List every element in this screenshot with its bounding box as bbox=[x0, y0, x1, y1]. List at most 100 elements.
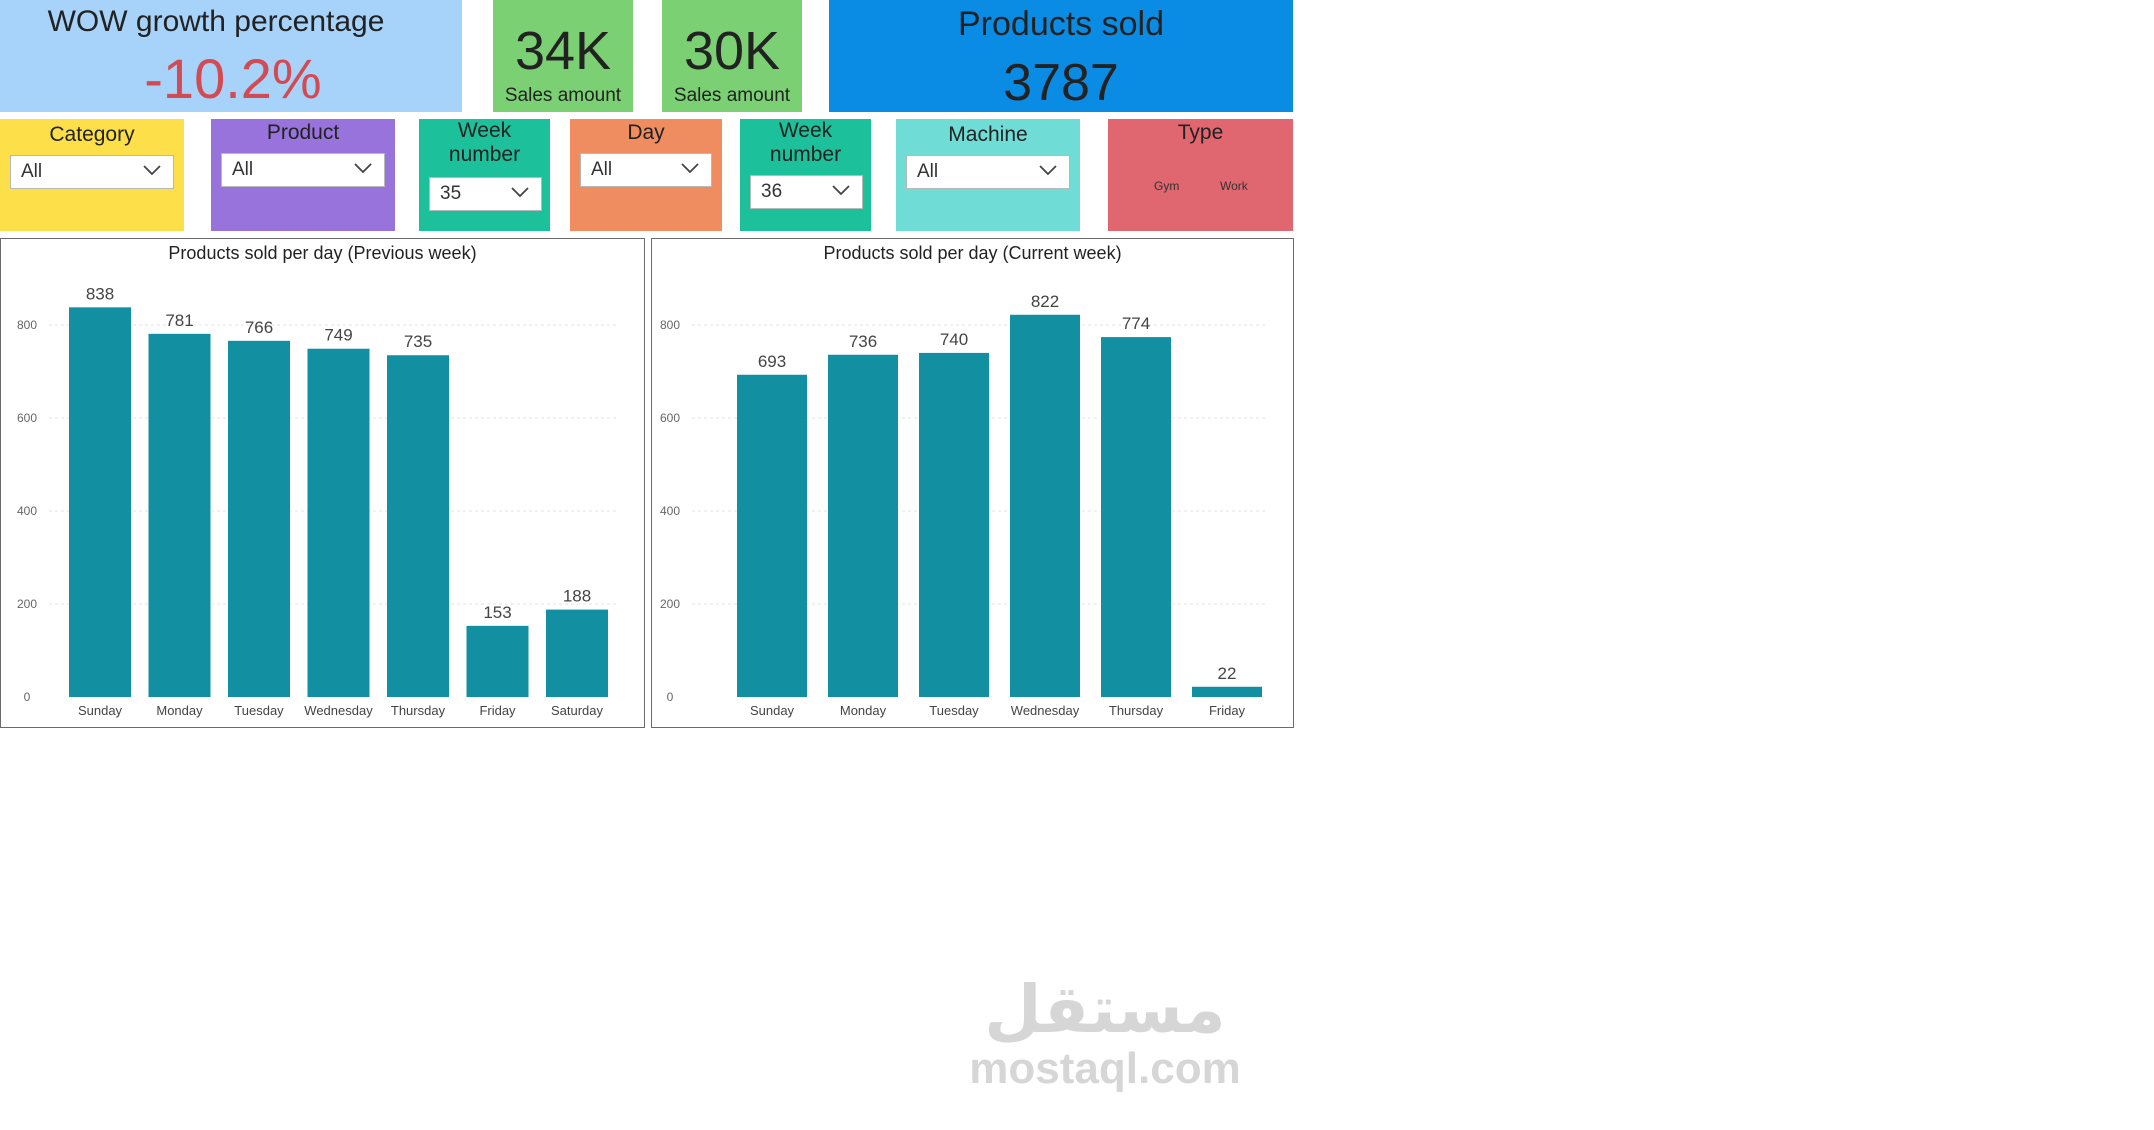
wow-growth-title: WOW growth percentage bbox=[47, 5, 385, 38]
bar-tuesday[interactable] bbox=[919, 352, 989, 697]
watermark-latin: mostaql.com bbox=[969, 1044, 1241, 1093]
week-number-slicer-2-title-line1: Week bbox=[778, 119, 833, 142]
week-number-dropdown-1[interactable]: 35 bbox=[429, 177, 542, 211]
x-tick-label-saturday: Saturday bbox=[551, 703, 604, 718]
y-tick-label: 400 bbox=[660, 504, 680, 518]
data-label-monday: 736 bbox=[849, 332, 877, 351]
data-label-thursday: 735 bbox=[404, 332, 432, 351]
week-number-dropdown-2-value: 36 bbox=[761, 181, 783, 202]
x-tick-label-sunday: Sunday bbox=[750, 703, 795, 718]
week-number-slicer-1-title-line1: Week bbox=[457, 119, 512, 142]
chevron-down-icon bbox=[681, 163, 699, 174]
day-slicer-title: Day bbox=[627, 121, 665, 144]
type-option-work[interactable]: Work bbox=[1220, 179, 1248, 193]
x-tick-label-monday: Monday bbox=[840, 703, 887, 718]
bar-monday[interactable] bbox=[828, 354, 898, 697]
data-label-thursday: 774 bbox=[1122, 314, 1150, 333]
x-tick-label-sunday: Sunday bbox=[78, 703, 123, 718]
products-sold-value: 3787 bbox=[1003, 54, 1119, 112]
chevron-down-icon bbox=[354, 163, 372, 174]
day-dropdown-value: All bbox=[591, 159, 613, 180]
bar-monday[interactable] bbox=[148, 333, 211, 697]
chevron-down-icon bbox=[143, 165, 161, 176]
sales-amount-label-2: Sales amount bbox=[673, 85, 791, 106]
category-dropdown-value: All bbox=[21, 161, 43, 182]
data-label-saturday: 188 bbox=[563, 587, 591, 606]
x-tick-label-tuesday: Tuesday bbox=[929, 703, 979, 718]
y-tick-label: 0 bbox=[667, 690, 674, 704]
type-slicer: Type Gym Work bbox=[1108, 119, 1293, 231]
week-number-dropdown-2[interactable]: 36 bbox=[750, 175, 863, 209]
machine-dropdown-value: All bbox=[917, 161, 939, 182]
week-number-slicer-2-title-line2: number bbox=[769, 143, 842, 166]
data-label-friday: 22 bbox=[1218, 664, 1237, 683]
data-label-sunday: 838 bbox=[86, 284, 114, 303]
data-label-tuesday: 740 bbox=[940, 330, 968, 349]
x-tick-label-thursday: Thursday bbox=[391, 703, 446, 718]
chart-previous-week-title: Products sold per day (Previous week) bbox=[168, 243, 477, 263]
products-sold-title: Products sold bbox=[958, 5, 1164, 43]
data-label-sunday: 693 bbox=[758, 352, 786, 371]
data-label-friday: 153 bbox=[483, 603, 511, 622]
category-slicer-title: Category bbox=[49, 123, 135, 146]
bar-wednesday[interactable] bbox=[1010, 314, 1080, 697]
sales-amount-label-1: Sales amount bbox=[504, 85, 622, 106]
y-tick-label: 800 bbox=[660, 318, 680, 332]
machine-dropdown[interactable]: All bbox=[906, 155, 1070, 189]
watermark-arabic: مستقل bbox=[984, 971, 1226, 1048]
category-dropdown[interactable]: All bbox=[10, 155, 174, 189]
product-dropdown[interactable]: All bbox=[221, 153, 385, 187]
wow-growth-value: -10.2% bbox=[144, 47, 322, 110]
week-number-slicer-1: Week number 35 bbox=[419, 119, 550, 231]
type-slicer-title: Type bbox=[1177, 121, 1224, 144]
product-dropdown-value: All bbox=[232, 159, 254, 180]
sales-amount-card-2: 30K Sales amount bbox=[662, 0, 802, 112]
bar-tuesday[interactable] bbox=[228, 340, 290, 697]
week-number-slicer-2: Week number 36 bbox=[740, 119, 871, 231]
bar-friday[interactable] bbox=[1192, 686, 1262, 697]
y-tick-label: 200 bbox=[17, 597, 37, 611]
product-slicer: Product All bbox=[211, 119, 395, 231]
bar-friday[interactable] bbox=[466, 625, 529, 697]
y-tick-label: 400 bbox=[17, 504, 37, 518]
y-tick-label: 600 bbox=[660, 411, 680, 425]
bar-thursday[interactable] bbox=[387, 355, 449, 697]
chart-current-week-plot: 0 200 400 600 800 693 Sunday 736 Monday 740 Tuesda… bbox=[660, 292, 1267, 718]
chart-current-week-title: Products sold per day (Current week) bbox=[823, 243, 1122, 263]
bar-sunday[interactable] bbox=[69, 307, 131, 697]
data-label-monday: 781 bbox=[165, 311, 193, 330]
x-tick-label-wednesday: Wednesday bbox=[1011, 703, 1080, 718]
chevron-down-icon bbox=[1039, 165, 1057, 176]
bar-wednesday[interactable] bbox=[307, 348, 370, 697]
week-number-dropdown-1-value: 35 bbox=[440, 183, 462, 204]
bar-sunday[interactable] bbox=[737, 374, 807, 697]
y-tick-label: 800 bbox=[17, 318, 37, 332]
chevron-down-icon bbox=[832, 185, 850, 196]
x-tick-label-monday: Monday bbox=[156, 703, 203, 718]
y-tick-label: 0 bbox=[24, 690, 31, 704]
chevron-down-icon bbox=[511, 187, 529, 198]
x-tick-label-friday: Friday bbox=[1209, 703, 1246, 718]
sales-amount-value-2: 30K bbox=[683, 21, 781, 81]
bar-thursday[interactable] bbox=[1101, 337, 1171, 697]
x-tick-label-friday: Friday bbox=[479, 703, 516, 718]
sales-amount-value-1: 34K bbox=[514, 21, 612, 81]
data-label-tuesday: 766 bbox=[245, 318, 273, 337]
chart-current-week: Products sold per day (Current week) 0 20… bbox=[651, 238, 1294, 728]
chart-previous-week: Products sold per day (Previous week) 0 2… bbox=[0, 238, 645, 728]
y-tick-label: 600 bbox=[17, 411, 37, 425]
sales-amount-card-1: 34K Sales amount bbox=[493, 0, 633, 112]
machine-slicer-title: Machine bbox=[948, 123, 1028, 146]
bar-saturday[interactable] bbox=[546, 609, 608, 697]
category-slicer: Category All bbox=[0, 119, 184, 231]
wow-growth-card: WOW growth percentage -10.2% bbox=[0, 0, 462, 112]
chart-previous-week-plot: 0 200 400 600 800 838 Sunday 781 Monday 766 Tuesda… bbox=[17, 284, 616, 718]
week-number-slicer-1-title-line2: number bbox=[448, 143, 521, 166]
day-slicer: Day All bbox=[570, 119, 722, 231]
data-label-wednesday: 822 bbox=[1031, 292, 1059, 311]
y-tick-label: 200 bbox=[660, 597, 680, 611]
day-dropdown[interactable]: All bbox=[580, 153, 712, 187]
machine-slicer: Machine All bbox=[896, 119, 1080, 231]
type-option-gym[interactable]: Gym bbox=[1154, 179, 1180, 193]
products-sold-card: Products sold 3787 bbox=[829, 0, 1293, 112]
